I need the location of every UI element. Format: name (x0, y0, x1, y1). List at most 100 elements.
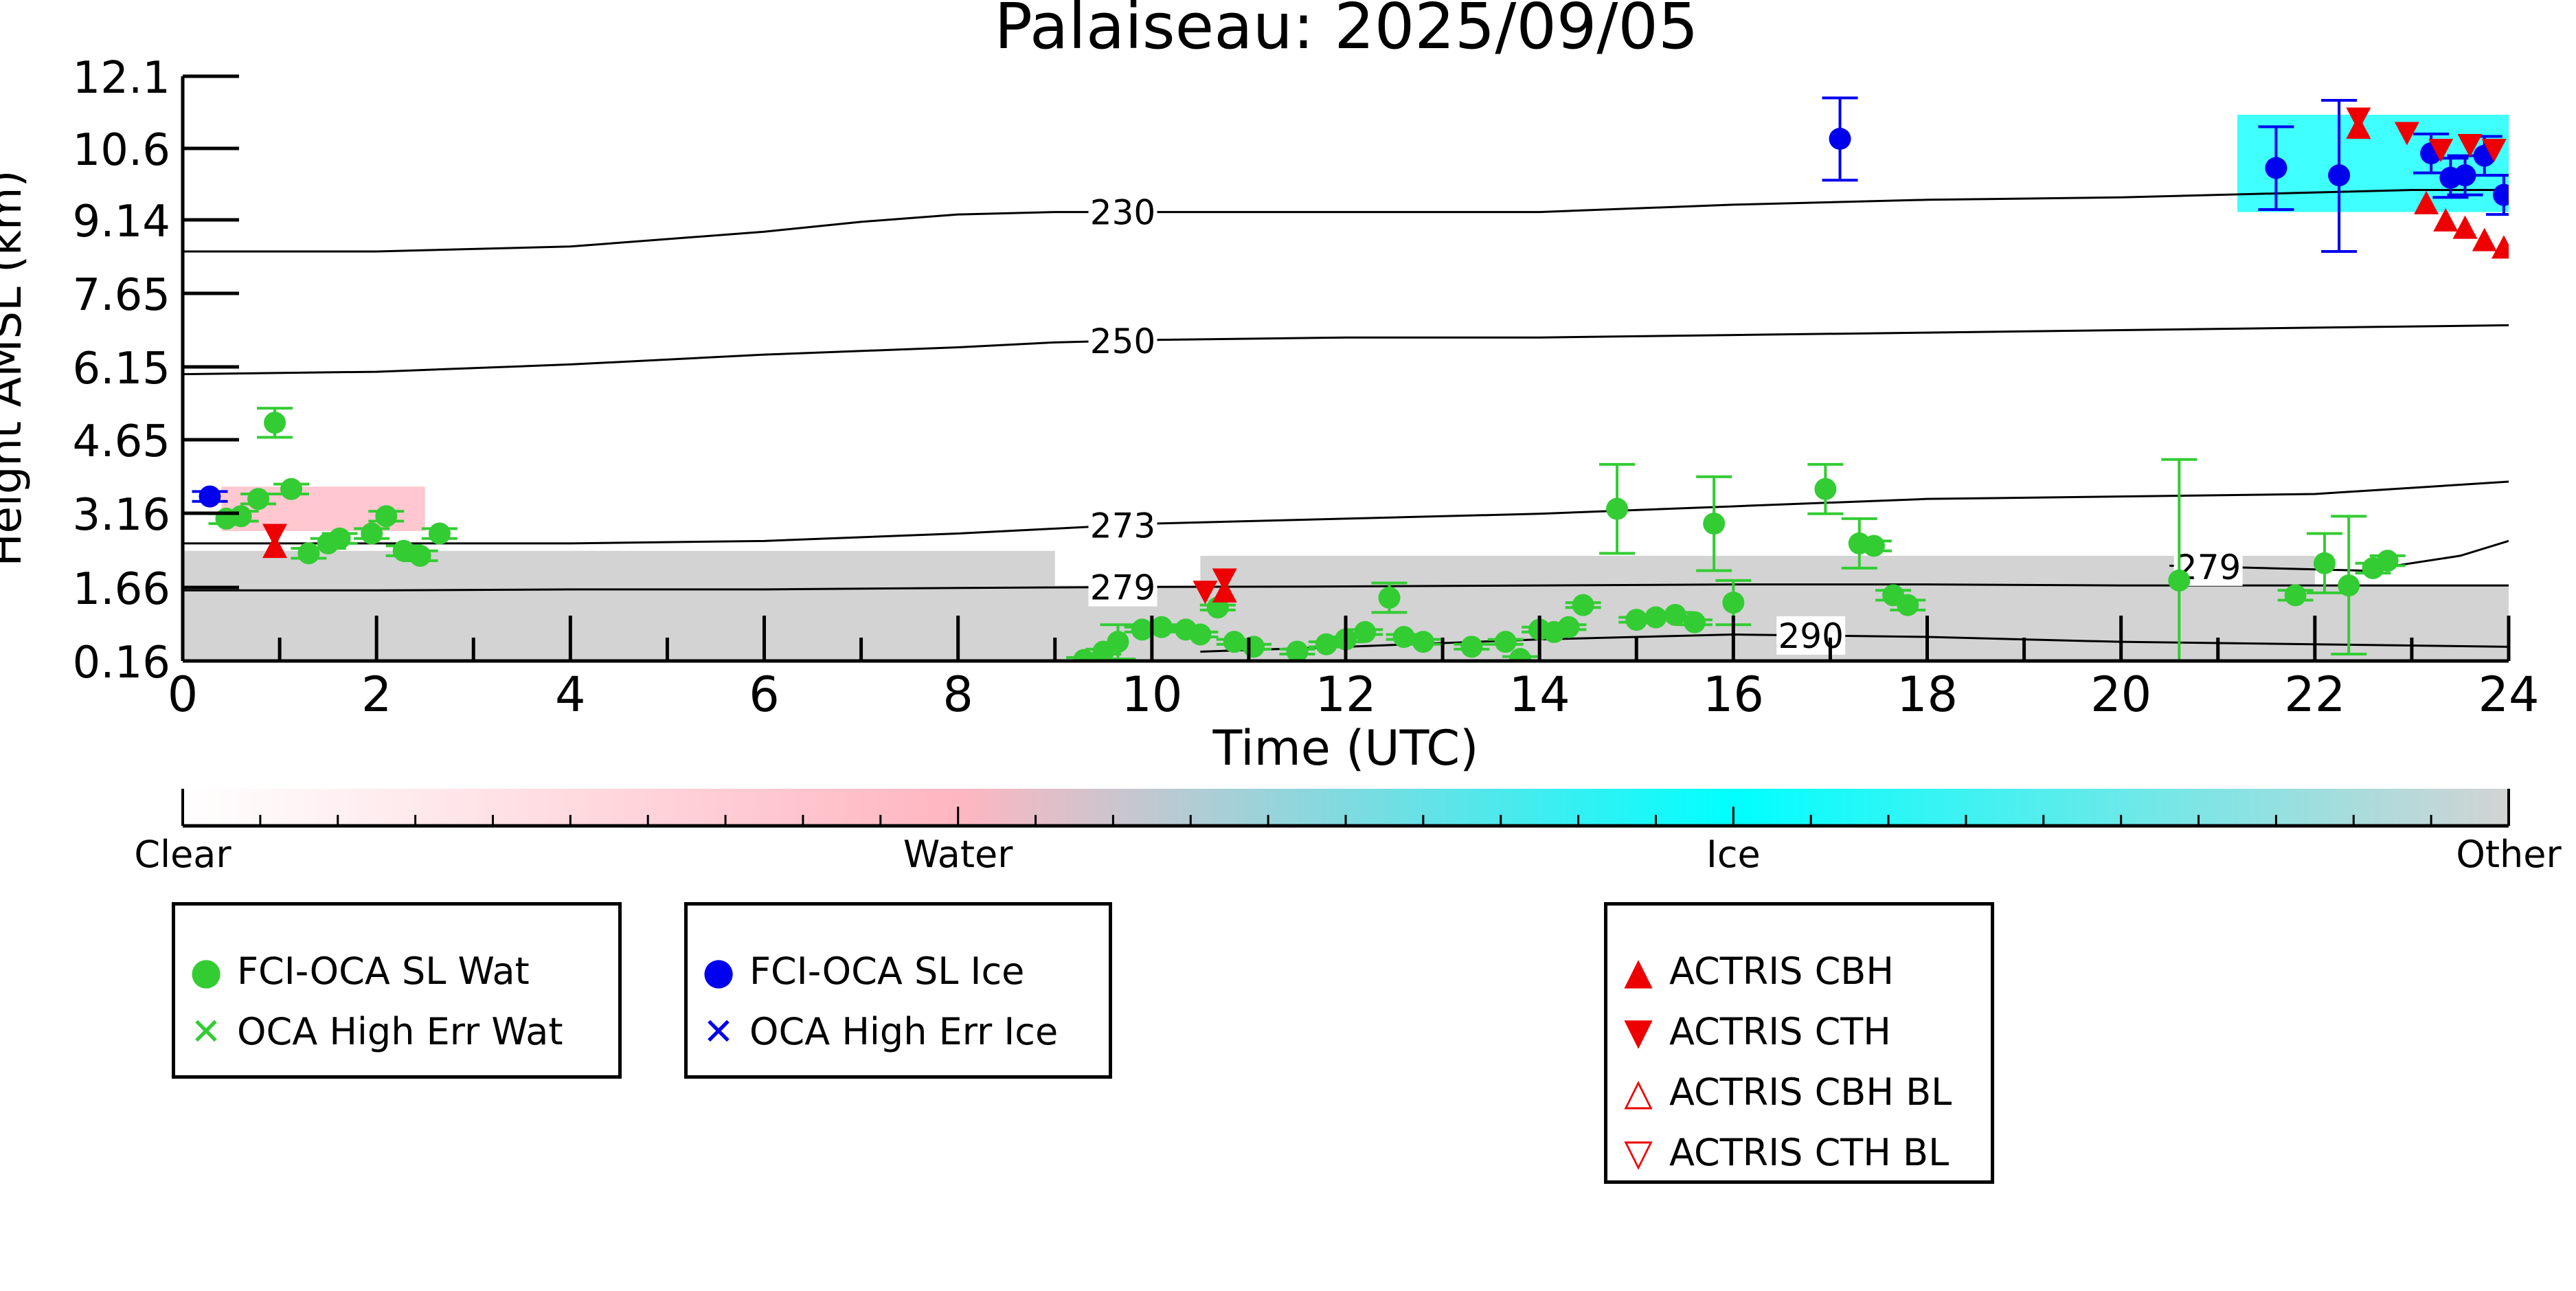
x-tick-label: 18 (1897, 666, 1958, 723)
isotherm-line (183, 583, 2509, 592)
data-point (2168, 569, 2191, 592)
red-triangle-up-outline-icon: △ (1624, 1070, 1653, 1114)
classification-region (183, 550, 1055, 586)
data-point (1193, 581, 1218, 605)
data-point (1897, 594, 1919, 616)
classification-region (1200, 555, 2315, 586)
x-tick-label: 8 (942, 666, 973, 723)
data-point (2313, 552, 2336, 574)
x-tick-label: 22 (2284, 666, 2345, 723)
y-tick-label: 0.16 (73, 638, 171, 688)
y-axis-label: Height AMSL (km) (0, 170, 32, 567)
data-point (2338, 574, 2360, 597)
data-point (1494, 631, 1517, 653)
data-point (328, 527, 351, 550)
data-point (1150, 616, 1173, 638)
data-point (2457, 134, 2483, 157)
data-point (1703, 513, 1726, 535)
x-axis-label: Time (UTC) (1212, 720, 1479, 776)
legend-label: OCA High Err Ice (749, 1009, 1059, 1053)
isotherm-label-bg (1776, 616, 1846, 655)
x-tick-label: 24 (2478, 666, 2539, 723)
chart-title: Palaiseau: 2025/09/05 (995, 0, 1699, 63)
data-point (1814, 478, 1837, 500)
data-point (1189, 623, 1212, 646)
x-tick-label: 14 (1509, 666, 1570, 723)
data-point (1412, 631, 1434, 653)
y-tick-label: 6.15 (73, 344, 171, 394)
data-point (1572, 594, 1594, 616)
red-triangle-up-icon: ▲ (1624, 949, 1653, 993)
isotherm-label-bg (1088, 192, 1157, 232)
isotherm-label: 290 (1778, 616, 1843, 656)
legend-label: ACTRIS CTH BL (1669, 1130, 1950, 1174)
isotherm-line (183, 480, 2509, 545)
data-point (1722, 592, 1745, 614)
legend-label: OCA High Err Wat (237, 1009, 563, 1053)
x-tick-label: 2 (361, 666, 392, 723)
data-point (2481, 139, 2507, 162)
data-point (247, 488, 270, 510)
y-tick-label: 1.66 (73, 564, 171, 615)
legend-item-actris-cth-bl: ▽ ACTRIS CTH BL (1607, 1125, 1949, 1180)
y-tick-label: 12.1 (73, 53, 171, 104)
data-point (375, 505, 398, 528)
x-tick-label: 20 (2090, 666, 2151, 723)
data-point (297, 542, 320, 565)
data-point (2491, 235, 2509, 259)
data-point (2472, 227, 2497, 251)
y-tick-label: 10.6 (73, 125, 171, 176)
colorbar-label: Other (2456, 833, 2562, 876)
isotherm-label: 273 (1090, 506, 1155, 546)
data-point (1460, 636, 1483, 658)
colorbar-label: Clear (134, 833, 231, 876)
data-point (2433, 207, 2459, 232)
data-point (2454, 164, 2476, 187)
y-tick-label: 7.65 (73, 270, 171, 321)
data-point (1378, 586, 1401, 609)
data-point (1107, 631, 1129, 653)
data-point (1354, 620, 1377, 643)
isotherm-label: 279 (1090, 568, 1155, 607)
data-point (1242, 636, 1265, 658)
red-triangle-down-icon: ▼ (1624, 1009, 1653, 1053)
data-point (280, 478, 303, 500)
data-point (2414, 190, 2439, 214)
legend-item-oca-err-ice: ✕ OCA High Err Ice (688, 1004, 1058, 1059)
legend-item-oca-err-wat: ✕ OCA High Err Wat (175, 1004, 563, 1059)
isotherm-label-bg (1088, 321, 1157, 360)
data-point (1862, 535, 1885, 557)
legend-water: ● FCI-OCA SL Wat ✕ OCA High Err Wat (172, 902, 622, 1079)
data-point (2265, 157, 2287, 179)
data-point (1509, 648, 1531, 661)
legend-label: ACTRIS CBH (1669, 949, 1894, 993)
data-point (1606, 497, 1629, 520)
legend-ice: ● FCI-OCA SL Ice ✕ OCA High Err Ice (684, 902, 1112, 1079)
data-point (2428, 139, 2454, 162)
y-tick-label: 9.14 (73, 197, 171, 247)
data-point (2328, 164, 2351, 187)
green-x-icon: ✕ (190, 1009, 222, 1053)
x-tick-label: 16 (1703, 666, 1764, 723)
x-tick-label: 0 (168, 666, 199, 723)
data-point (2284, 584, 2307, 607)
isotherm-label: 230 (1090, 193, 1155, 233)
blue-circle-icon: ● (702, 949, 735, 993)
data-point (1683, 611, 1706, 633)
data-point (1315, 633, 1337, 655)
data-point (1286, 640, 1309, 661)
legend-label: ACTRIS CBH BL (1669, 1070, 1952, 1114)
legend-item-oca-ice: ● FCI-OCA SL Ice (688, 943, 1024, 998)
y-tick-label: 4.65 (73, 416, 171, 467)
data-point (264, 412, 286, 434)
isotherm-line (183, 189, 2509, 253)
legend-item-actris-cbh-bl: △ ACTRIS CBH BL (1607, 1064, 1952, 1119)
x-tick-label: 12 (1315, 666, 1376, 723)
green-circle-icon: ● (190, 949, 223, 993)
legend-item-actris-cbh: ▲ ACTRIS CBH (1607, 943, 1894, 998)
blue-x-icon: ✕ (703, 1009, 734, 1053)
data-point (428, 522, 451, 545)
